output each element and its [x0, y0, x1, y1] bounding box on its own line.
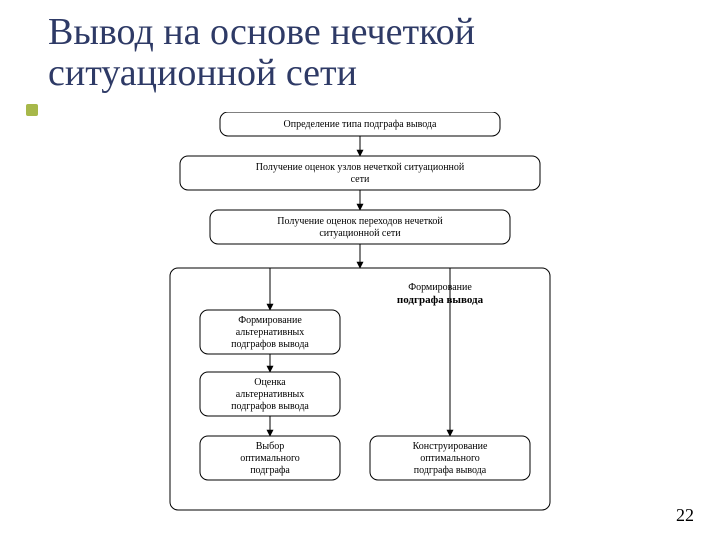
flow-node-label: Оценка — [254, 377, 286, 388]
flow-node-label: ситуационной сети — [319, 228, 401, 239]
flow-node-label: Формирование — [238, 315, 302, 326]
page-number: 22 — [676, 505, 694, 526]
flow-group-label: подграфа вывода — [397, 294, 484, 306]
flow-node-label: Определение типа подграфа вывода — [284, 119, 437, 130]
flow-group-label: Формирование — [408, 282, 472, 293]
flow-node-label: Конструирование — [413, 441, 488, 452]
slide-title: Вывод на основе нечеткой ситуационной се… — [48, 12, 668, 94]
slide: Вывод на основе нечеткой ситуационной се… — [0, 0, 720, 540]
flow-node-label: Получение оценок узлов нечеткой ситуацио… — [256, 162, 465, 173]
flow-node-label: Получение оценок переходов нечеткой — [277, 216, 443, 227]
flow-node-label: подграфа — [250, 465, 290, 476]
flow-node-label: оптимального — [240, 453, 300, 464]
flow-node-label: оптимального — [420, 453, 480, 464]
flow-node-label: подграфов вывода — [231, 339, 309, 350]
flow-node-label: Выбор — [256, 441, 284, 452]
accent-bullet-icon — [26, 104, 38, 116]
flow-node-label: подграфов вывода — [231, 401, 309, 412]
flow-node-label: альтернативных — [236, 389, 305, 400]
flowchart-svg: Формированиеподграфа выводаОпределение т… — [140, 112, 580, 512]
flow-node-label: альтернативных — [236, 327, 305, 338]
flow-node-label: подграфа вывода — [414, 465, 487, 476]
flow-node-label: сети — [351, 174, 370, 185]
flowchart-diagram: Формированиеподграфа выводаОпределение т… — [140, 112, 580, 512]
